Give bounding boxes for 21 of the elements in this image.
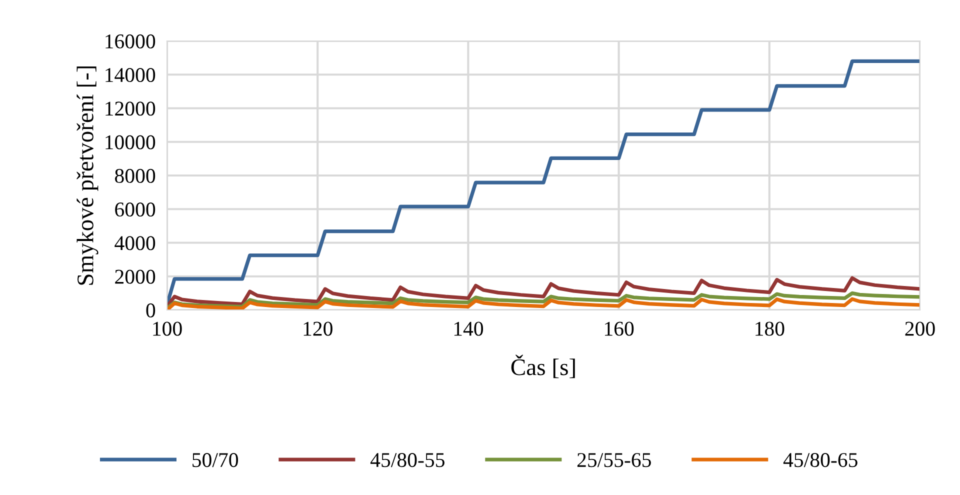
legend-label: 45/80-55 [370,453,444,468]
x-tick-label: 100 [153,322,182,336]
y-tick-label: 6000 [115,202,156,217]
y-axis-title: Smykové přetvoření [-] [76,66,98,285]
y-tick-label: 4000 [114,236,156,250]
y-tick-label: 8000 [115,168,156,183]
x-tick-label: 140 [454,322,484,336]
y-tick-label: 0 [146,303,156,318]
y-tick-label: 14000 [106,68,156,82]
y-tick-label: 10000 [106,135,156,150]
legend-label: 45/80-65 [783,453,858,468]
x-tick-label: 160 [605,322,634,336]
y-tick-label: 2000 [115,270,156,284]
y-tick-label: 12000 [106,102,156,116]
x-axis-title: Čas [s] [511,354,575,378]
x-tick-label: 120 [304,322,332,336]
x-tick-label: 180 [756,322,784,336]
legend-label: 25/55-65 [577,453,651,468]
x-tick-label: 200 [905,322,935,336]
y-tick-label: 16000 [106,34,156,48]
legend-label: 50/70 [192,453,238,468]
